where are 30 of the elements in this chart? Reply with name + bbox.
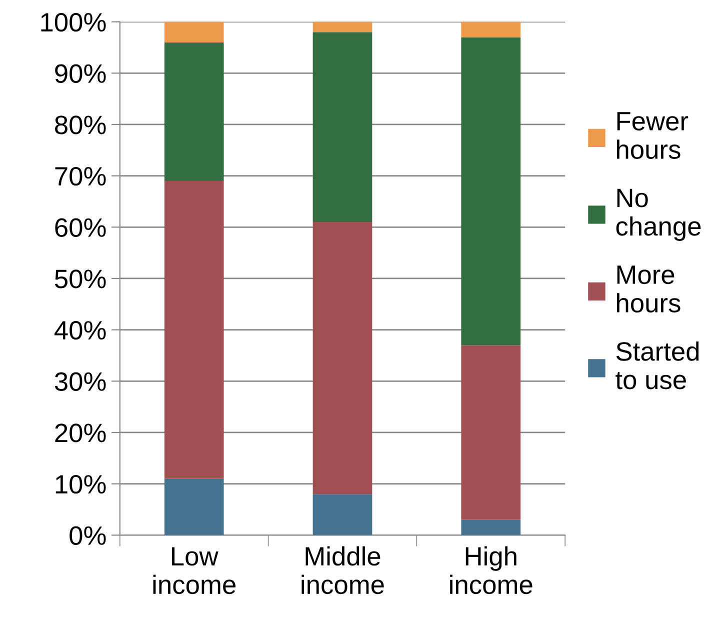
y-tick-label: 40% xyxy=(54,320,106,340)
legend-label: Started to use xyxy=(616,341,699,390)
y-tick-label: 60% xyxy=(55,218,106,237)
bar xyxy=(164,478,224,536)
bar xyxy=(312,494,372,536)
bar xyxy=(164,180,224,479)
x-tick-label: High income xyxy=(450,546,532,594)
bar xyxy=(461,520,521,536)
bar xyxy=(164,42,224,181)
bar xyxy=(461,22,521,38)
legend-label: No change xyxy=(616,188,701,241)
x-tick-label: Low income xyxy=(153,547,236,594)
bar xyxy=(164,22,224,42)
bar xyxy=(461,345,521,520)
y-tick-label: 0% xyxy=(70,526,106,545)
y-tick-label: 70% xyxy=(55,166,106,186)
y-tick-label: 20% xyxy=(55,424,106,442)
legend-label: More hours xyxy=(617,266,680,312)
y-tick-label: 10% xyxy=(56,474,106,494)
legend-label: Fewer hours xyxy=(617,112,688,159)
y-tick-label: 90% xyxy=(55,64,106,83)
y-tick-label: 30% xyxy=(54,372,106,391)
y-tick-label: 100% xyxy=(41,12,106,32)
y-tick-label: 80% xyxy=(55,116,106,134)
y-tick-label: 50% xyxy=(54,270,106,288)
bar xyxy=(461,37,521,346)
bar xyxy=(312,32,372,222)
bar xyxy=(312,222,372,494)
x-tick-label: Middle income xyxy=(302,546,384,594)
bar xyxy=(312,22,372,32)
